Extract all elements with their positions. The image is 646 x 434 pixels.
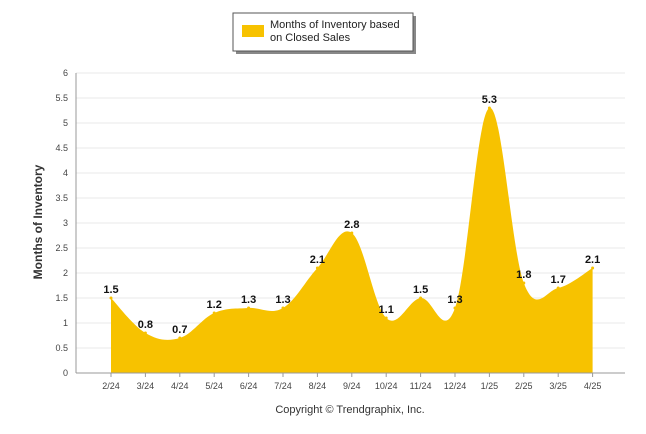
x-tick-label: 7/24 bbox=[274, 381, 292, 391]
x-tick-label: 9/24 bbox=[343, 381, 361, 391]
x-tick-label: 3/24 bbox=[137, 381, 155, 391]
x-tick-label: 2/25 bbox=[515, 381, 533, 391]
data-point bbox=[591, 266, 595, 270]
y-tick-label: 2 bbox=[63, 268, 68, 278]
y-tick-label: 5.5 bbox=[55, 93, 68, 103]
x-tick-label: 3/25 bbox=[549, 381, 567, 391]
data-point bbox=[281, 306, 285, 310]
x-tick-label: 4/25 bbox=[584, 381, 602, 391]
x-tick-label: 11/24 bbox=[410, 381, 432, 391]
data-label: 1.8 bbox=[516, 269, 531, 281]
data-point bbox=[212, 311, 216, 315]
data-point bbox=[109, 296, 113, 300]
data-label: 1.2 bbox=[207, 299, 222, 311]
y-tick-label: 3.5 bbox=[55, 193, 68, 203]
y-tick-label: 0 bbox=[63, 368, 68, 378]
y-tick-label: 4.5 bbox=[55, 143, 68, 153]
y-tick-label: 3 bbox=[63, 218, 68, 228]
y-tick-label: 6 bbox=[63, 68, 68, 78]
data-point bbox=[178, 336, 182, 340]
x-tick-label: 4/24 bbox=[171, 381, 189, 391]
y-tick-label: 0.5 bbox=[55, 343, 68, 353]
area-fill bbox=[111, 107, 593, 374]
legend: Months of Inventory based on Closed Sale… bbox=[232, 12, 416, 54]
data-point bbox=[556, 286, 560, 290]
x-tick-label: 10/24 bbox=[375, 381, 398, 391]
data-point bbox=[453, 306, 457, 310]
y-axis-label: Months of Inventory bbox=[31, 164, 45, 279]
data-point bbox=[487, 106, 491, 110]
data-label: 1.1 bbox=[379, 304, 394, 316]
data-point bbox=[419, 296, 423, 300]
legend-line-1: Months of Inventory based bbox=[270, 19, 400, 31]
y-tick-labels: 0 0.5 1 1.5 2 2.5 3 3.5 4 4.5 5 5.5 6 bbox=[55, 68, 68, 378]
x-tick-label: 12/24 bbox=[444, 381, 467, 391]
x-tick-label: 6/24 bbox=[240, 381, 258, 391]
data-label: 2.1 bbox=[310, 254, 325, 266]
legend-line-2: on Closed Sales bbox=[270, 32, 351, 44]
data-label: 2.8 bbox=[344, 219, 359, 231]
axes bbox=[75, 73, 625, 377]
x-tick-label: 2/24 bbox=[102, 381, 120, 391]
data-label: 5.3 bbox=[482, 94, 497, 106]
x-tick-label: 1/25 bbox=[481, 381, 499, 391]
data-label: 1.5 bbox=[103, 284, 118, 296]
data-label: 1.5 bbox=[413, 284, 428, 296]
data-label: 0.8 bbox=[138, 319, 153, 331]
data-label: 1.3 bbox=[447, 294, 462, 306]
data-label: 2.1 bbox=[585, 254, 600, 266]
area-series bbox=[109, 106, 595, 374]
data-label: 1.7 bbox=[551, 274, 566, 286]
x-tick-label: 5/24 bbox=[205, 381, 223, 391]
legend-swatch bbox=[242, 25, 264, 37]
data-point bbox=[350, 231, 354, 235]
data-point bbox=[384, 316, 388, 320]
data-point bbox=[522, 281, 526, 285]
data-point bbox=[315, 266, 319, 270]
data-label: 0.7 bbox=[172, 324, 187, 336]
y-tick-label: 1.5 bbox=[55, 293, 68, 303]
x-tick-label: 8/24 bbox=[309, 381, 327, 391]
y-tick-label: 1 bbox=[63, 318, 68, 328]
data-point bbox=[143, 331, 147, 335]
data-labels: 1.5 0.8 0.7 1.2 1.3 1.3 2.1 2.8 1.1 1.5 1.3 5.3 1.8 1… bbox=[103, 94, 600, 336]
y-tick-label: 2.5 bbox=[55, 243, 68, 253]
y-tick-label: 4 bbox=[63, 168, 68, 178]
data-label: 1.3 bbox=[241, 294, 256, 306]
y-tick-label: 5 bbox=[63, 118, 68, 128]
x-tick-labels: 2/24 3/24 4/24 5/24 6/24 7/24 8/24 9/24 10/24 11/… bbox=[102, 381, 601, 391]
copyright-text: Copyright © Trendgraphix, Inc. bbox=[275, 404, 424, 416]
data-point bbox=[247, 306, 251, 310]
data-label: 1.3 bbox=[275, 294, 290, 306]
